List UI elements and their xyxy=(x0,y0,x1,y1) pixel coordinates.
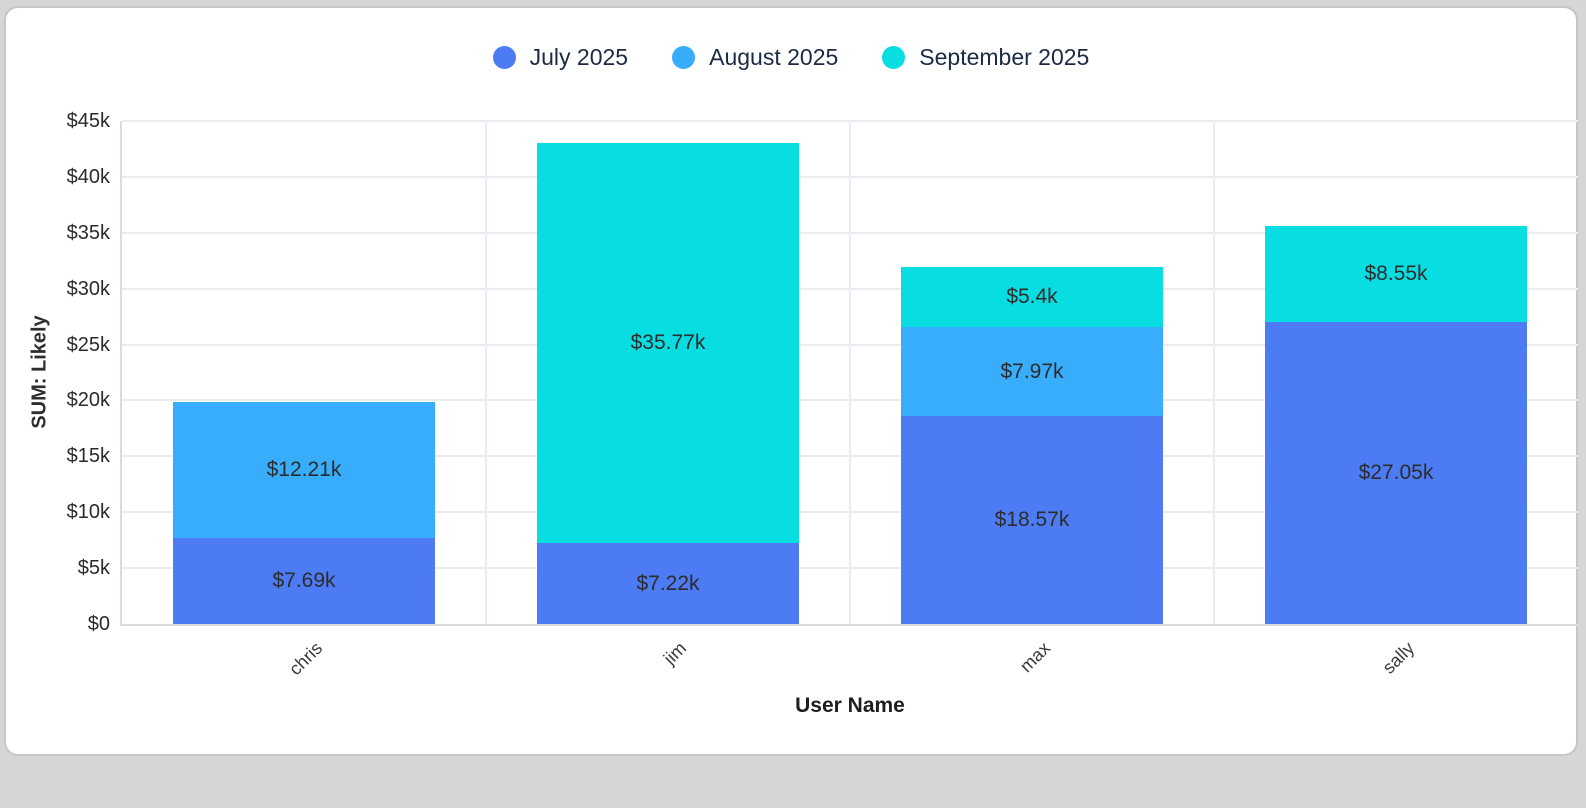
legend-item-september-2025[interactable]: September 2025 xyxy=(882,44,1089,71)
bar-segment-max-september-2025[interactable] xyxy=(901,266,1163,328)
y-tick-label: $15k xyxy=(66,445,110,468)
y-axis-line xyxy=(120,121,122,624)
bar-segment-jim-september-2025[interactable] xyxy=(537,143,799,544)
bar-jim: $7.22k $35.77k xyxy=(537,143,799,624)
bar-sally: $27.05k $8.55k xyxy=(1265,226,1527,624)
bar-segment-sally-september-2025[interactable] xyxy=(1265,226,1527,322)
chart-card: July 2025 August 2025 September 2025 SUM… xyxy=(4,6,1578,756)
legend-swatch-july-icon xyxy=(492,46,516,69)
y-tick-label: $30k xyxy=(66,277,110,300)
legend-label-july-2025: July 2025 xyxy=(529,44,629,70)
legend-swatch-august-icon xyxy=(672,46,696,69)
bar-segment-chris-august-2025[interactable] xyxy=(173,401,435,539)
gridline-vertical xyxy=(1213,121,1215,624)
bar-segment-chris-july-2025[interactable] xyxy=(173,538,435,624)
bar-chris: $7.69k $12.21k xyxy=(173,401,435,624)
x-axis-title: User Name xyxy=(795,694,905,717)
legend: July 2025 August 2025 September 2025 xyxy=(6,44,1576,71)
stacked-bar-chart: July 2025 August 2025 September 2025 SUM… xyxy=(6,8,1578,754)
bar-segment-sally-july-2025[interactable] xyxy=(1265,321,1527,624)
y-tick-label: $20k xyxy=(66,389,110,412)
y-tick-label: $25k xyxy=(66,333,110,356)
x-tick-label-jim: jim xyxy=(659,638,691,669)
y-tick-label: $0 xyxy=(87,613,110,635)
y-tick-label: $45k xyxy=(66,110,110,132)
y-tick-label: $5k xyxy=(77,557,110,580)
bar-max: $18.57k $7.97k $5.4k xyxy=(901,266,1163,624)
bar-segment-max-august-2025[interactable] xyxy=(901,327,1163,417)
legend-swatch-september-icon xyxy=(882,46,906,69)
x-tick-label-sally: sally xyxy=(1378,638,1419,678)
plot-area: $7.69k $12.21k $7.22k $35.77k $18.57k $7.97k $… xyxy=(120,120,1578,626)
bar-segment-jim-july-2025[interactable] xyxy=(537,543,799,624)
legend-label-september-2025: September 2025 xyxy=(919,44,1090,70)
y-tick-label: $40k xyxy=(66,165,110,188)
legend-label-august-2025: August 2025 xyxy=(709,44,839,70)
gridline-vertical xyxy=(849,121,851,624)
y-tick-label: $35k xyxy=(66,221,110,244)
legend-item-august-2025[interactable]: August 2025 xyxy=(672,44,838,71)
y-tick-label: $10k xyxy=(66,501,110,524)
x-axis-line xyxy=(120,624,1578,626)
gridline-vertical xyxy=(485,121,487,624)
x-tick-label-max: max xyxy=(1015,638,1055,677)
bar-segment-max-july-2025[interactable] xyxy=(901,416,1163,624)
x-tick-label-chris: chris xyxy=(285,638,327,680)
legend-item-july-2025[interactable]: July 2025 xyxy=(492,44,629,71)
